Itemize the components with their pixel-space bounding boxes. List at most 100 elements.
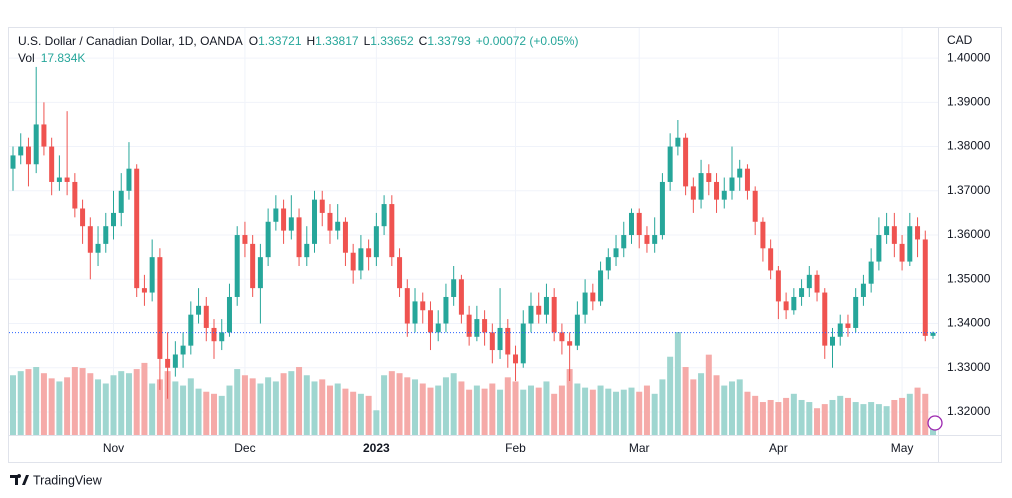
candle-body [513, 354, 519, 364]
legend-key: L [364, 34, 371, 48]
volume-bar [636, 391, 643, 435]
volume-bar [64, 377, 71, 435]
volume-bar [775, 402, 782, 435]
volume-bar [280, 373, 287, 435]
y-tick-label: 1.35000 [947, 271, 991, 285]
volume-bar [365, 395, 372, 435]
candle-body [451, 279, 457, 297]
legend-key: O [249, 34, 258, 48]
volume-bar [195, 388, 202, 435]
volume-bar [551, 393, 558, 435]
legend-value: 1.33652 [370, 34, 414, 48]
volume-bar [497, 389, 504, 435]
volume-bar [466, 389, 473, 435]
volume-bar [125, 373, 132, 435]
candle-body [520, 323, 526, 364]
legend-value: 1.33817 [315, 34, 359, 48]
candle-body [111, 212, 117, 227]
x-tick-label: Feb [505, 441, 526, 455]
volume-bar [659, 379, 666, 435]
x-tick-label: Apr [769, 441, 788, 455]
candle-body [389, 204, 395, 258]
volume-bar [558, 385, 565, 435]
candle-body [930, 332, 936, 336]
volume-bar [875, 404, 882, 435]
volume-bar [435, 385, 442, 435]
candle-body [744, 168, 750, 191]
legend-value: 1.33721 [258, 34, 302, 48]
volume-bar [71, 367, 78, 435]
volume-bar [442, 377, 449, 435]
volume-bar [218, 395, 225, 435]
clock-icon[interactable] [927, 415, 943, 431]
volume-bar [651, 393, 658, 435]
volume-bar [226, 385, 233, 435]
volume-bar [821, 404, 828, 435]
volume-bar [806, 402, 813, 435]
volume-bar [852, 402, 859, 435]
candle-body [829, 336, 835, 346]
volume-bar [736, 379, 743, 435]
candle-body [559, 332, 565, 342]
candle-body [72, 181, 78, 209]
candle-body [474, 319, 480, 337]
candle-body [636, 212, 642, 236]
candle-body [412, 301, 418, 324]
candle-body [721, 190, 727, 200]
volume-bar [891, 399, 898, 435]
y-tick-label: 1.38000 [947, 139, 991, 153]
volume-bar [574, 383, 581, 435]
volume-bar [582, 387, 589, 435]
candle-body [605, 257, 611, 271]
volume-bar [535, 387, 542, 435]
legend-key: H [307, 34, 316, 48]
candle-body [41, 124, 47, 147]
candle-body [404, 288, 410, 324]
candle-body [907, 226, 913, 262]
change: +0.00072 (+0.05%) [476, 34, 579, 48]
candle-body [49, 146, 55, 182]
symbol-legend: U.S. Dollar / Canadian Dollar, 1D, OANDA… [18, 34, 578, 48]
chart-frame [8, 27, 1002, 463]
x-tick-label: Mar [629, 441, 650, 455]
y-tick-label: 1.39000 [947, 94, 991, 108]
candle-body [466, 314, 472, 337]
candle-body [853, 296, 859, 328]
volume-bar [543, 381, 550, 435]
candle-body [497, 327, 503, 351]
candle-body [265, 221, 271, 258]
volume-bar [837, 395, 844, 435]
volume-bar [790, 393, 797, 435]
volume-bar [373, 410, 380, 435]
volume-bar [868, 402, 875, 435]
volume-bar [527, 385, 534, 435]
candle-body [582, 292, 588, 315]
candle-body [876, 235, 882, 262]
candle-body [234, 235, 240, 297]
candle-body [33, 124, 39, 165]
candle-body [489, 332, 495, 351]
volume-bar [667, 356, 674, 435]
candle-body [335, 221, 341, 231]
volume-bar [396, 373, 403, 435]
candle-body [799, 288, 805, 297]
candle-body [675, 137, 681, 147]
vol-key: Vol [18, 51, 35, 65]
brand-name: TradingView [33, 473, 103, 487]
candle-body [420, 301, 426, 311]
candle-body [87, 226, 93, 253]
candle-body [752, 190, 758, 222]
candle-body [783, 301, 789, 311]
grid [9, 28, 938, 435]
volume-bar [752, 395, 759, 435]
volume-legend: Vol 17.834K [18, 51, 85, 65]
volume-bar [759, 402, 766, 435]
volume-bar [829, 399, 836, 435]
candle-body [149, 257, 155, 293]
volume-bar [481, 388, 488, 435]
candle-body [10, 155, 16, 169]
candle-body [775, 270, 781, 302]
volume-bar [110, 375, 117, 435]
candle-body [172, 354, 178, 368]
volume-bar [265, 377, 272, 435]
